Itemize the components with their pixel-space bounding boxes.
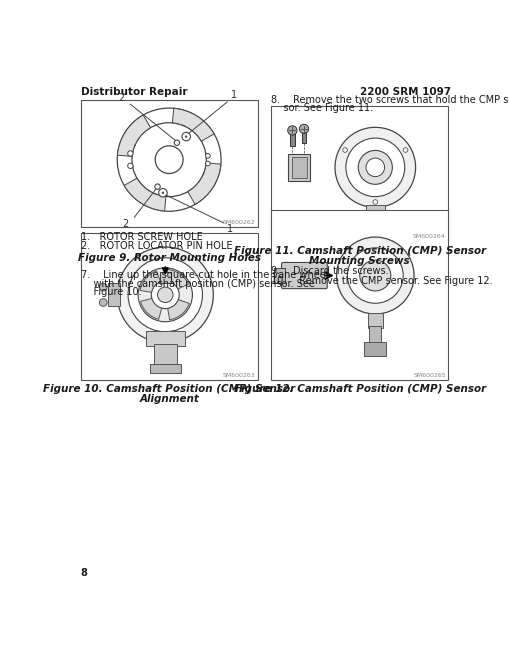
Text: Distributor Repair: Distributor Repair [80, 87, 187, 97]
Circle shape [99, 283, 107, 291]
Bar [146, 331, 184, 346]
Bar [301, 129, 306, 143]
Circle shape [182, 132, 190, 141]
Text: 10.  Remove the CMP sensor. See Figure 12.: 10. Remove the CMP sensor. See Figure 12… [271, 277, 492, 286]
Text: 2: 2 [122, 219, 128, 229]
Circle shape [128, 258, 202, 332]
Text: 9.  Discard the screws.: 9. Discard the screws. [271, 265, 388, 275]
Wedge shape [140, 271, 160, 292]
Text: 2.   ROTOR LOCATOR PIN HOLE: 2. ROTOR LOCATOR PIN HOLE [80, 241, 232, 251]
Circle shape [365, 158, 384, 177]
Bar [367, 313, 382, 328]
Text: 1: 1 [227, 224, 233, 234]
Text: 1.   ROTOR SCREW HOLE: 1. ROTOR SCREW HOLE [80, 232, 202, 242]
Wedge shape [187, 163, 220, 205]
Bar [364, 342, 385, 356]
Circle shape [157, 287, 173, 302]
Bar [290, 131, 294, 146]
Text: Figure 10.: Figure 10. [80, 287, 141, 297]
Bar [80, 233, 257, 380]
Bar [273, 268, 284, 283]
Circle shape [347, 248, 403, 304]
Text: SM600265: SM600265 [412, 373, 445, 378]
Text: 2: 2 [118, 92, 124, 103]
Bar [80, 100, 257, 227]
Wedge shape [172, 108, 214, 141]
Bar [369, 327, 381, 343]
Text: SM600264: SM600264 [412, 234, 445, 240]
Text: 2200 SRM 1097: 2200 SRM 1097 [359, 87, 450, 97]
Wedge shape [124, 178, 165, 211]
Text: with the camshaft position (CMP) sensor. See: with the camshaft position (CMP) sensor.… [80, 279, 314, 288]
Text: Figure 12. Camshaft Position (CMP) Sensor: Figure 12. Camshaft Position (CMP) Senso… [233, 384, 485, 394]
Text: Mounting Screws: Mounting Screws [309, 255, 409, 265]
Wedge shape [117, 115, 150, 156]
Circle shape [174, 140, 179, 145]
Text: Figure 10. Camshaft Position (CMP) Sensor: Figure 10. Camshaft Position (CMP) Senso… [43, 384, 295, 394]
Wedge shape [140, 298, 161, 319]
Circle shape [205, 154, 210, 158]
Bar [365, 205, 384, 226]
Circle shape [127, 151, 133, 156]
Circle shape [185, 135, 187, 138]
Circle shape [155, 146, 183, 174]
Circle shape [158, 189, 167, 197]
Bar [361, 225, 388, 246]
Text: 1: 1 [231, 90, 237, 100]
Circle shape [372, 200, 377, 205]
Text: Figure 9. Rotor Mounting Holes: Figure 9. Rotor Mounting Holes [77, 253, 260, 263]
Text: sor. See Figure 11.: sor. See Figure 11. [271, 103, 373, 113]
Bar [271, 106, 447, 241]
Bar [153, 344, 177, 366]
Circle shape [132, 123, 206, 197]
Bar [291, 156, 306, 178]
Circle shape [138, 268, 192, 322]
Circle shape [161, 191, 164, 194]
Circle shape [345, 138, 404, 197]
Text: Figure 11. Camshaft Position (CMP) Sensor: Figure 11. Camshaft Position (CMP) Senso… [233, 246, 485, 255]
Circle shape [403, 148, 407, 152]
Circle shape [336, 237, 413, 314]
Circle shape [99, 298, 107, 306]
Text: 7.  Line up the square-cut hole in the vane wheel: 7. Line up the square-cut hole in the va… [80, 270, 328, 280]
Circle shape [155, 184, 160, 189]
Circle shape [127, 163, 133, 168]
Text: SM600263: SM600263 [222, 373, 254, 378]
Text: 8.  Remove the two screws that hold the CMP sen-: 8. Remove the two screws that hold the C… [271, 94, 509, 104]
Circle shape [342, 148, 347, 152]
Wedge shape [167, 300, 189, 320]
Bar [108, 283, 120, 306]
Text: Alignment: Alignment [139, 394, 199, 404]
Circle shape [334, 127, 415, 207]
Wedge shape [166, 269, 188, 289]
Circle shape [117, 247, 213, 343]
Bar [288, 154, 309, 182]
Bar [271, 210, 447, 380]
Circle shape [117, 108, 220, 211]
Text: SM600262: SM600262 [222, 220, 254, 226]
Circle shape [205, 161, 210, 166]
Bar [159, 273, 171, 283]
FancyBboxPatch shape [281, 263, 327, 288]
Bar [150, 364, 180, 374]
Circle shape [287, 126, 296, 135]
Text: 8: 8 [80, 568, 88, 578]
Circle shape [357, 150, 391, 184]
Circle shape [359, 260, 390, 291]
Circle shape [299, 124, 308, 133]
Circle shape [151, 281, 179, 309]
